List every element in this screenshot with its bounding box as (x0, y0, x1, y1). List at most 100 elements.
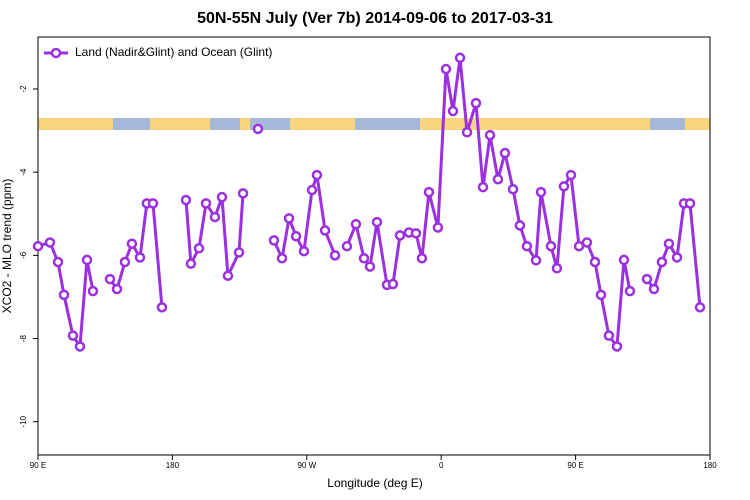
land-strip (685, 118, 710, 130)
data-point (545, 240, 557, 252)
data-point (81, 254, 93, 266)
data-point (484, 129, 496, 141)
data-point (641, 273, 653, 285)
data-point (74, 341, 86, 352)
data-point (193, 243, 205, 254)
data-point (44, 237, 56, 248)
data-point (454, 52, 466, 64)
data-point (470, 97, 482, 109)
series-line (37, 56, 702, 348)
data-point (671, 252, 683, 263)
data-point (290, 230, 302, 242)
data-point (432, 222, 444, 233)
land-strip (290, 118, 355, 130)
data-point (521, 240, 533, 252)
data-point (684, 198, 696, 209)
map-strip (38, 118, 710, 130)
x-tick-label: 90 E (30, 461, 46, 470)
data-point (565, 169, 577, 181)
data-point (329, 250, 341, 261)
data-point (394, 230, 406, 241)
land-strip (240, 118, 250, 130)
x-tick-label: 180 (166, 461, 180, 470)
data-point (477, 181, 489, 193)
x-axis-label: Longitude (deg E) (327, 476, 422, 490)
data-point (364, 261, 376, 272)
y-tick-label: -4 (19, 168, 28, 176)
y-tick-label: -6 (19, 251, 28, 259)
data-point (595, 289, 607, 301)
data-point (603, 330, 615, 341)
data-point (233, 247, 245, 258)
data-point (358, 253, 370, 264)
data-point (581, 237, 593, 248)
data-point (185, 258, 197, 269)
data-point (618, 254, 630, 266)
data-point (387, 278, 399, 290)
y-axis-label: XCO2 - MLO trend (ppm) (0, 179, 14, 314)
data-point (624, 285, 636, 297)
y-tick-label: -2 (19, 85, 28, 93)
data-point (32, 240, 44, 252)
data-point (350, 218, 362, 230)
data-point (283, 213, 295, 224)
data-point (298, 245, 310, 257)
data-point (180, 194, 192, 206)
data-point (461, 126, 473, 138)
data-point (237, 188, 249, 199)
data-point (656, 256, 668, 268)
data-point (104, 273, 116, 285)
data-point (87, 285, 99, 297)
data-point (222, 270, 234, 281)
data-point (200, 198, 212, 209)
data-point (252, 123, 264, 135)
data-point (663, 238, 675, 249)
data-point (573, 240, 585, 252)
data-point (589, 256, 601, 268)
data-point (410, 228, 422, 239)
x-tick-label: 0 (439, 461, 444, 470)
land-strip (150, 118, 210, 130)
y-tick-label: -8 (19, 334, 28, 342)
data-point (319, 225, 331, 236)
data-point (111, 283, 123, 295)
data-point (306, 184, 318, 196)
data-point (311, 169, 323, 181)
data-point (268, 235, 280, 246)
data-point (499, 147, 511, 159)
y-tick-label: -10 (19, 415, 28, 427)
legend-label: Land (Nadir&Glint) and Ocean (Glint) (75, 45, 272, 59)
data-point (514, 220, 526, 231)
data-point (423, 186, 435, 198)
data-point (156, 302, 168, 313)
data-point (447, 105, 459, 117)
data-point (58, 289, 70, 301)
data-point (276, 253, 288, 264)
x-tick-label: 180 (703, 461, 717, 470)
data-point (440, 63, 452, 75)
data-point (648, 283, 660, 295)
data-point (216, 191, 228, 203)
data-point (52, 256, 64, 268)
data-point (341, 240, 353, 252)
data-point (694, 302, 706, 313)
data-point (371, 216, 383, 228)
legend-marker (50, 47, 62, 59)
data-point (611, 341, 623, 352)
data-point (209, 211, 221, 223)
data-point (558, 181, 570, 192)
data-point (530, 255, 542, 266)
land-strip (420, 118, 650, 130)
data-point (535, 186, 547, 198)
x-tick-label: 90 E (567, 461, 583, 470)
data-point (507, 183, 519, 195)
data-point (492, 173, 504, 185)
data-point (134, 252, 146, 263)
data-point (119, 256, 131, 268)
data-point (126, 238, 138, 249)
data-point (416, 253, 428, 264)
land-strip (38, 118, 113, 130)
chart-title: 50N-55N July (Ver 7b) 2014-09-06 to 2017… (197, 10, 553, 27)
x-tick-label: 90 W (297, 461, 316, 470)
